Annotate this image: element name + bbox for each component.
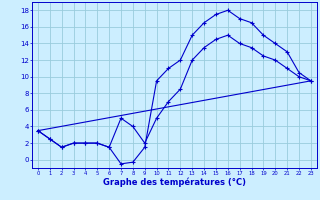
X-axis label: Graphe des températures (°C): Graphe des températures (°C) bbox=[103, 177, 246, 187]
